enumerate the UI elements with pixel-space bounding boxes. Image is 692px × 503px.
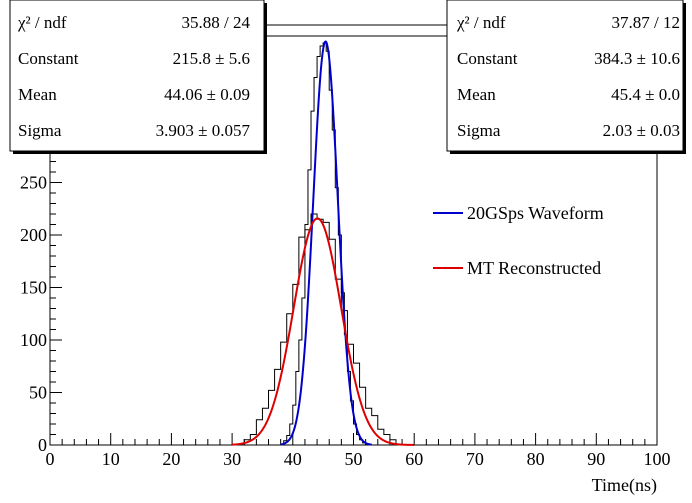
stat-value: 45.4 ± 0.0 <box>611 85 680 104</box>
fit-curve-2 <box>232 217 415 446</box>
stat-label: χ² / ndf <box>17 13 67 32</box>
y-tick-label: 100 <box>20 330 47 350</box>
legend-label: 20GSps Waveform <box>467 203 604 223</box>
x-tick-label: 10 <box>102 449 120 469</box>
x-tick-label: 50 <box>345 449 363 469</box>
stat-value: 44.06 ± 0.09 <box>164 85 250 104</box>
histogram-outline <box>283 42 367 445</box>
fit-curves-group <box>232 40 415 446</box>
x-axis-label: Time(ns) <box>592 475 657 496</box>
stat-value: 35.88 / 24 <box>182 13 251 32</box>
x-tick-label: 100 <box>644 449 671 469</box>
y-tick-label: 0 <box>38 435 47 455</box>
axis-ticks-group: 0 10 20 30 40 50 60 70 80 90 100 0 50 100 150 200 250 <box>20 24 671 469</box>
stat-box <box>446 0 684 152</box>
x-tick-label: 40 <box>284 449 302 469</box>
stat-label: Sigma <box>457 121 501 140</box>
stat-label: Mean <box>457 85 496 104</box>
x-tick-label: 20 <box>162 449 180 469</box>
x-tick-label: 70 <box>466 449 484 469</box>
y-tick-label: 50 <box>29 383 47 403</box>
stat-value: 215.8 ± 5.6 <box>173 49 250 68</box>
histogram-outline <box>243 213 397 445</box>
y-tick-label: 150 <box>20 278 47 298</box>
stat-label: Mean <box>18 85 57 104</box>
stat-boxes-group: χ² / ndf 35.88 / 24 Constant 215.8 ± 5.6 Mea… <box>9 0 686 154</box>
y-tick-label: 200 <box>20 225 47 245</box>
stat-label: Constant <box>457 49 518 68</box>
x-tick-label: 30 <box>223 449 241 469</box>
stat-value: 3.903 ± 0.057 <box>156 121 251 140</box>
stat-label: Sigma <box>18 121 62 140</box>
stat-value: 37.87 / 12 <box>612 13 680 32</box>
stat-value: 384.3 ± 10.6 <box>594 49 680 68</box>
x-tick-label: 0 <box>46 449 55 469</box>
fit-curve-1 <box>280 40 372 446</box>
legend-label: MT Reconstructed <box>467 258 601 278</box>
x-tick-label: 60 <box>405 449 423 469</box>
stat-value: 2.03 ± 0.03 <box>603 121 680 140</box>
histograms-group <box>243 42 397 445</box>
stat-box <box>9 0 265 152</box>
y-tick-label: 250 <box>20 173 47 193</box>
x-tick-label: 80 <box>527 449 545 469</box>
stat-label: Constant <box>18 49 79 68</box>
stat-label: χ² / ndf <box>456 13 506 32</box>
x-tick-label: 90 <box>587 449 605 469</box>
legend: 20GSps Waveform MT Reconstructed <box>433 203 604 278</box>
